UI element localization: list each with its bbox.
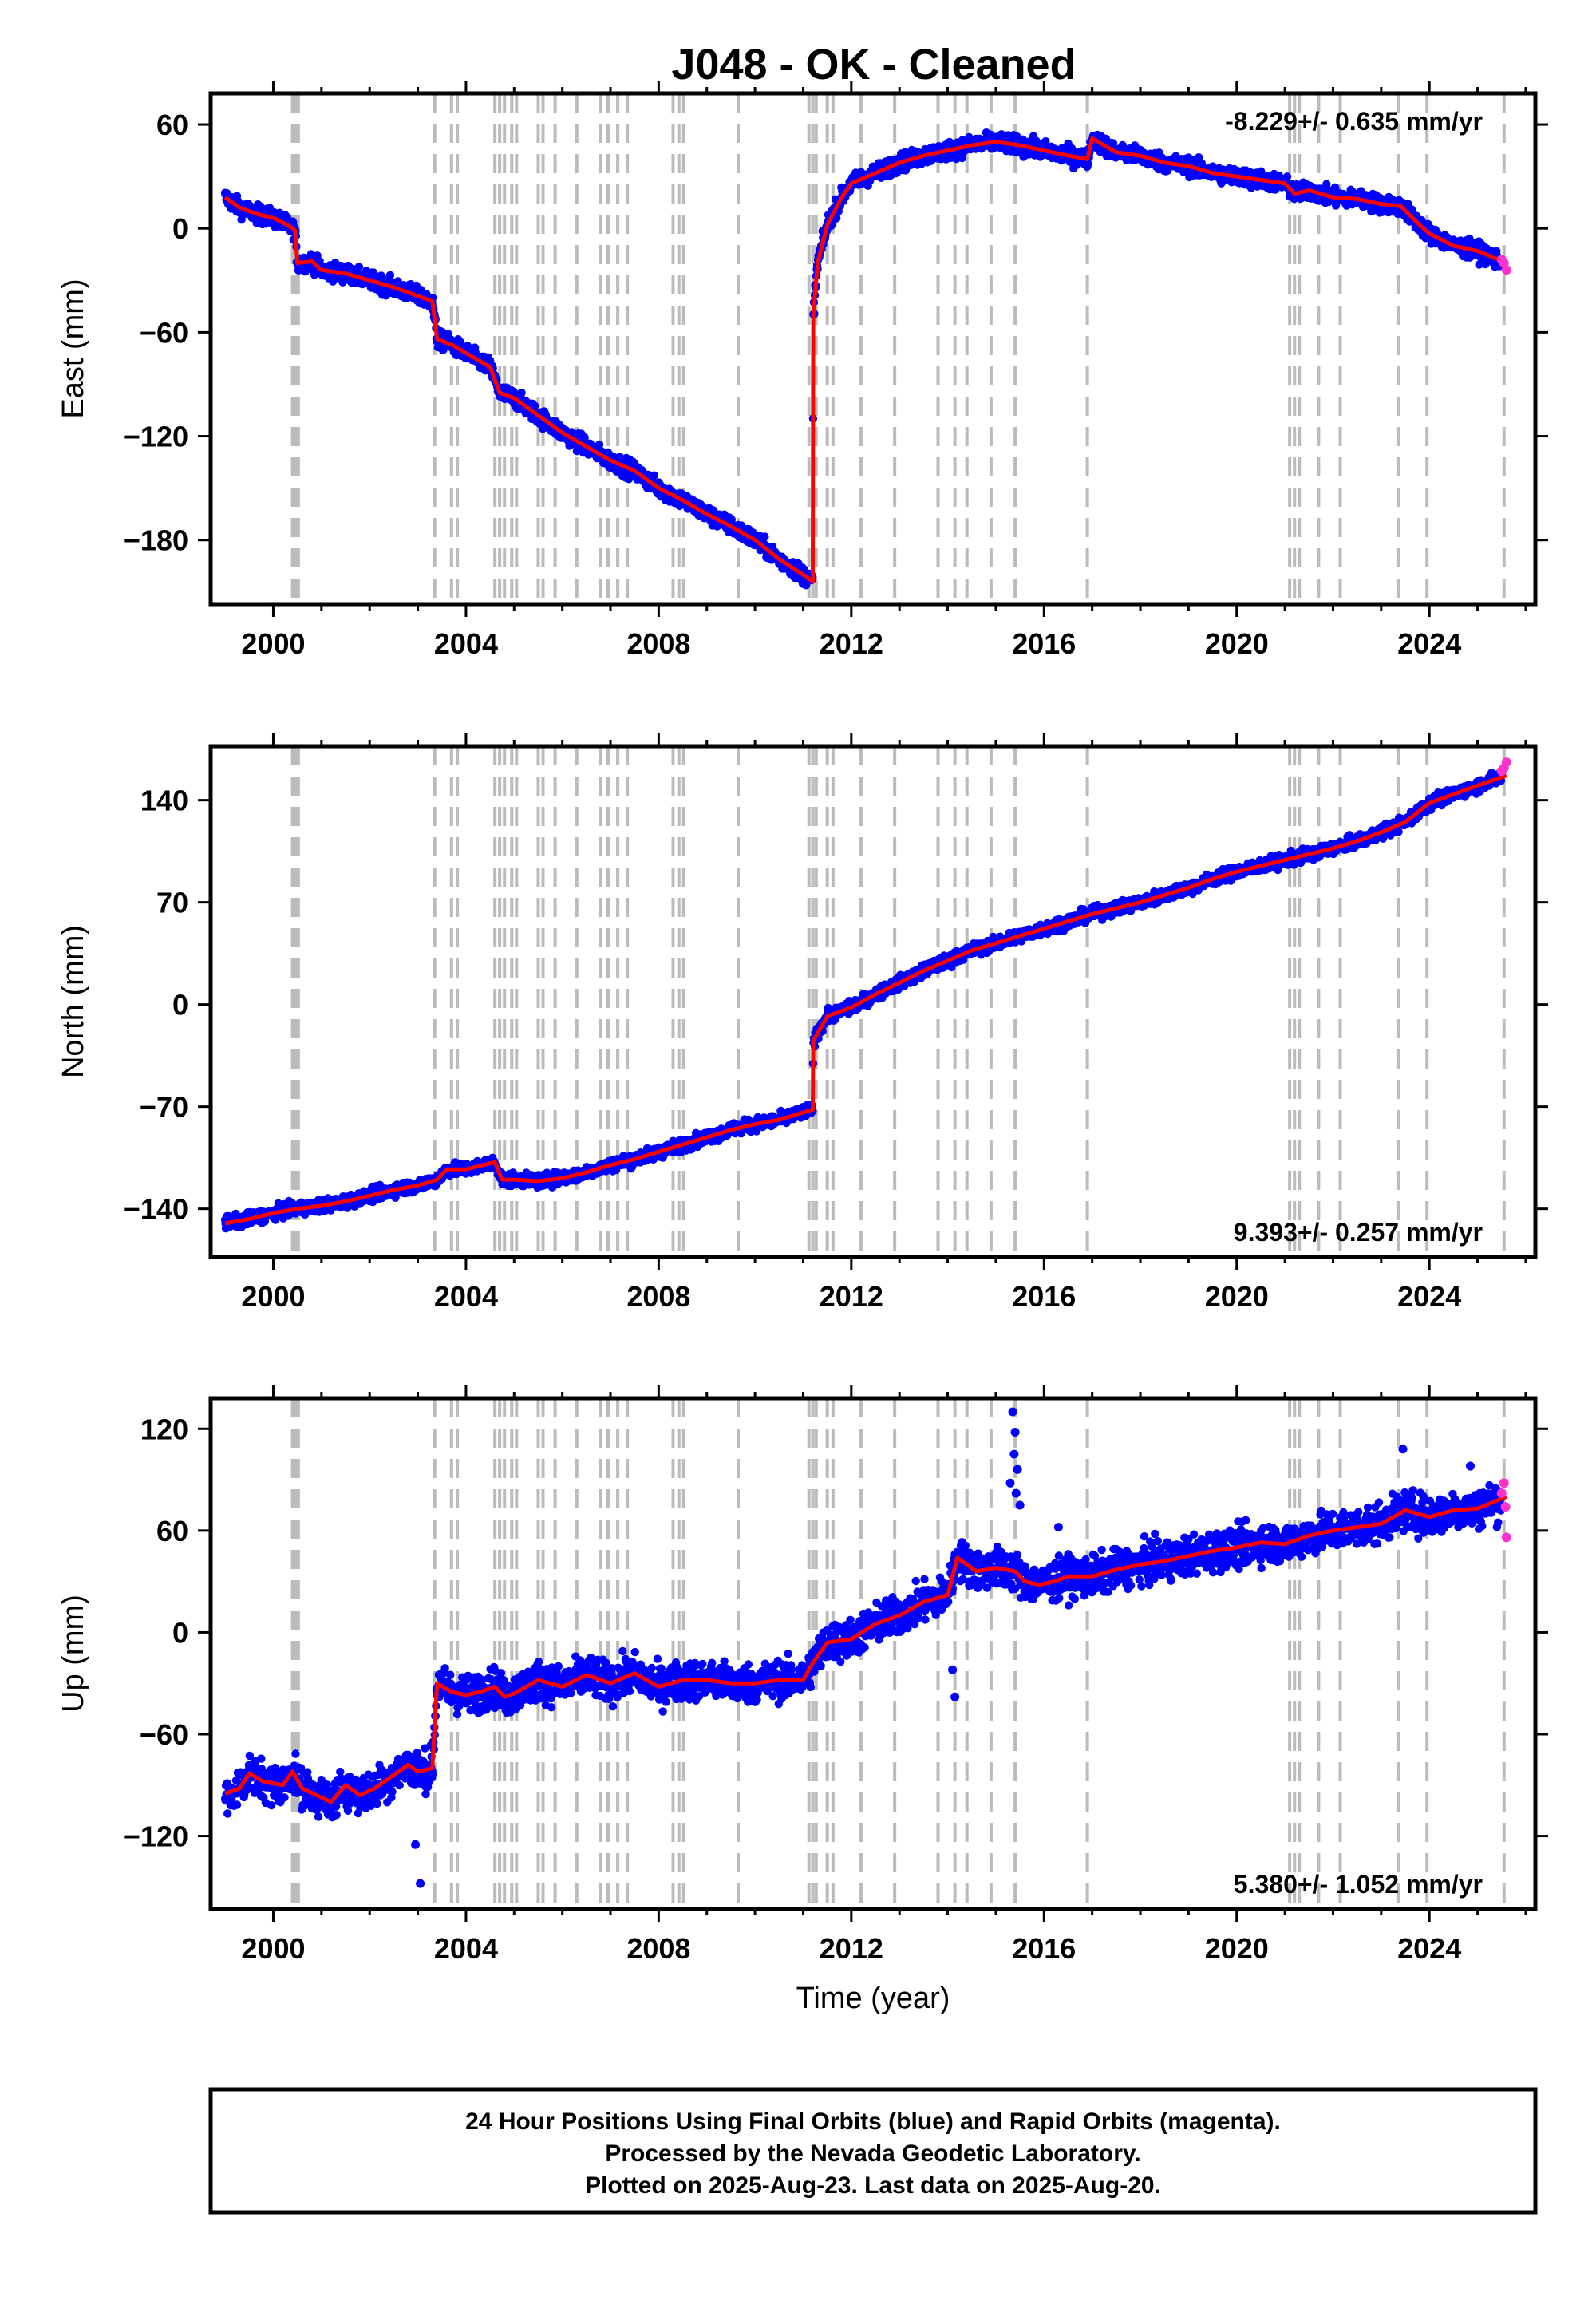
data-point bbox=[354, 263, 364, 271]
model-fit-line bbox=[223, 136, 1507, 584]
x-tick-label: 2024 bbox=[1397, 627, 1461, 660]
panel-1: 2000 2004 2008 2012 2016 2020 2024 60 0 −60 −120 −1… bbox=[57, 81, 1548, 660]
x-tick-label: 2000 bbox=[241, 627, 305, 660]
final-orbit-points bbox=[220, 128, 1506, 590]
data-point bbox=[530, 401, 539, 410]
x-tick-label: 2020 bbox=[1205, 627, 1269, 660]
y-tick-label: −60 bbox=[140, 316, 188, 349]
x-tick-label: 2012 bbox=[820, 627, 883, 660]
y-axis-label: East (mm) bbox=[57, 279, 90, 418]
data-point bbox=[385, 271, 395, 280]
data-point bbox=[1282, 172, 1292, 181]
y-tick-label: −120 bbox=[124, 421, 188, 453]
rapid-point bbox=[1501, 265, 1511, 275]
data-point bbox=[377, 271, 385, 280]
data-point bbox=[832, 214, 841, 223]
data-point bbox=[958, 153, 966, 163]
data-point bbox=[760, 532, 769, 541]
panel-2: 2000 2004 2008 2012 2016 2020 2024140700−70−14… bbox=[57, 733, 1548, 1313]
data-point bbox=[650, 471, 658, 480]
x-tick-label: 2016 bbox=[1012, 627, 1076, 660]
panel-frame bbox=[208, 91, 1538, 607]
x-tick-label: 2004 bbox=[434, 627, 498, 660]
y-tick-label: −180 bbox=[124, 524, 188, 557]
figure-title: J048 - OK - Cleaned bbox=[671, 41, 1076, 89]
panel-plot-area bbox=[220, 746, 1511, 1257]
y-tick-label: 0 bbox=[172, 212, 188, 245]
rapid-orbit-points bbox=[1496, 255, 1511, 275]
x-tick-label: 2008 bbox=[626, 627, 690, 660]
y-tick-label: 60 bbox=[156, 109, 188, 141]
data-point bbox=[1084, 159, 1092, 168]
chart-panels: 2000 2004 2008 2012 2016 2020 2024 60 0 −60 −120 −1… bbox=[57, 81, 1548, 2015]
rate-label: -8.229+/- 0.635 mm/yr bbox=[1225, 107, 1483, 136]
data-point bbox=[595, 440, 604, 449]
panel-plot-area bbox=[220, 93, 1511, 604]
data-point bbox=[517, 388, 526, 397]
